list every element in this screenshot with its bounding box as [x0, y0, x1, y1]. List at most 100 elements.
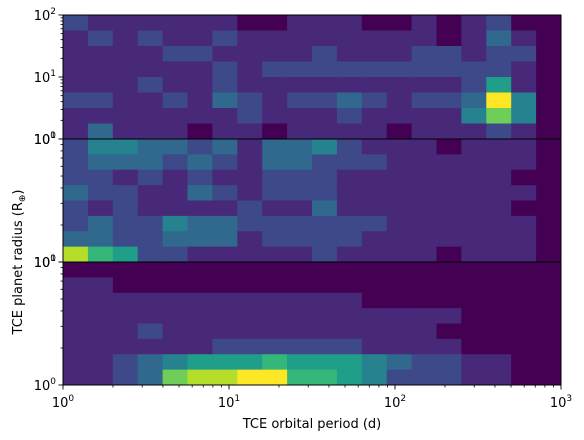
- heatmap-cell: [137, 277, 163, 294]
- heatmap-cell: [137, 169, 163, 186]
- heatmap-cell: [511, 338, 537, 355]
- heatmap-cell: [237, 262, 263, 278]
- heatmap-cell: [486, 323, 512, 340]
- heatmap-cell: [187, 92, 213, 109]
- heatmap-cell: [262, 61, 288, 78]
- heatmap-cell: [162, 108, 188, 124]
- heatmap-cell: [511, 323, 537, 340]
- heatmap-cell: [411, 338, 437, 355]
- heatmap-cell: [87, 323, 114, 340]
- heatmap-cell: [386, 215, 412, 232]
- heatmap-cell: [112, 292, 139, 309]
- heatmap-cell: [486, 354, 512, 371]
- x-tick-label: 103: [550, 394, 572, 411]
- heatmap-cell: [112, 123, 139, 140]
- heatmap-cell: [262, 108, 288, 124]
- heatmap-cell: [262, 92, 288, 109]
- heatmap-cell: [63, 15, 89, 31]
- heatmap-cell: [262, 369, 288, 386]
- heatmap-cell: [87, 262, 114, 278]
- heatmap-cell: [137, 354, 163, 371]
- heatmap-cell: [411, 123, 437, 140]
- panel-frames: [62, 14, 562, 386]
- heatmap-cell: [411, 246, 437, 263]
- heatmap-cell: [87, 30, 114, 47]
- heatmap-cell: [336, 61, 363, 78]
- heatmap-cell: [312, 77, 338, 93]
- heatmap-cell: [212, 277, 238, 294]
- heatmap-cell: [336, 338, 363, 355]
- heatmap-cell: [361, 185, 388, 201]
- heatmap-cell: [336, 139, 363, 155]
- heatmap-cell: [262, 185, 288, 201]
- heatmap-cell: [137, 30, 163, 47]
- heatmap-cell: [287, 15, 313, 31]
- heatmap-cell: [436, 262, 462, 278]
- heatmap-cell: [536, 46, 562, 62]
- heatmap-cell: [461, 139, 487, 155]
- heatmap-cell: [361, 46, 388, 62]
- heatmap-cell: [461, 30, 487, 47]
- heatmap-cell: [187, 139, 213, 155]
- heatmap-cell: [361, 30, 388, 47]
- heatmap-cell: [287, 61, 313, 78]
- heatmap-cell: [63, 231, 89, 248]
- heatmap-cell: [162, 169, 188, 186]
- heatmap-cell: [536, 200, 562, 217]
- heatmap-cell: [212, 323, 238, 340]
- heatmap-cell: [436, 215, 462, 232]
- heatmap-cell: [137, 246, 163, 263]
- heatmap-cell: [536, 246, 562, 263]
- heatmap-cell: [386, 108, 412, 124]
- heatmap-cell: [187, 15, 213, 31]
- heatmap-cell: [461, 262, 487, 278]
- heatmap-cell: [262, 46, 288, 62]
- heatmap-cell: [312, 246, 338, 263]
- heatmap-cell: [63, 338, 89, 355]
- heatmap-cell: [511, 185, 537, 201]
- heatmap-cell: [237, 292, 263, 309]
- heatmap-cell: [436, 323, 462, 340]
- heatmap-cell: [287, 369, 313, 386]
- heatmap-cell: [112, 277, 139, 294]
- heatmap-cell: [411, 108, 437, 124]
- heatmap-cell: [162, 231, 188, 248]
- heatmap-cell: [137, 92, 163, 109]
- y-tick-label: 100: [34, 254, 57, 271]
- heatmap-cell: [386, 308, 412, 324]
- heatmap-cell: [436, 139, 462, 155]
- heatmap-cell: [237, 15, 263, 31]
- heatmap-cell: [536, 185, 562, 201]
- heatmap-cell: [486, 123, 512, 140]
- heatmap-cell: [287, 246, 313, 263]
- heatmap-cell: [361, 323, 388, 340]
- heatmap-cell: [63, 277, 89, 294]
- heatmap-cell: [336, 369, 363, 386]
- heatmap-cell: [63, 215, 89, 232]
- heatmap-cell: [112, 215, 139, 232]
- heatmap-cell: [162, 123, 188, 140]
- heatmap-cell: [87, 61, 114, 78]
- heatmap-cell: [137, 338, 163, 355]
- heatmap-cell: [212, 77, 238, 93]
- heatmap-cell: [162, 369, 188, 386]
- heatmap-cell: [486, 338, 512, 355]
- heatmap-cell: [486, 231, 512, 248]
- heatmap-cell: [336, 154, 363, 171]
- heatmap-cell: [162, 77, 188, 93]
- heatmap-cell: [237, 308, 263, 324]
- heatmap-cell: [87, 338, 114, 355]
- heatmap-cell: [361, 338, 388, 355]
- heatmap-cell: [87, 292, 114, 309]
- heatmap-cell: [212, 154, 238, 171]
- heatmap-cell: [162, 92, 188, 109]
- heatmap-cell: [312, 123, 338, 140]
- heatmap-cell: [212, 61, 238, 78]
- heatmap-cell: [63, 308, 89, 324]
- heatmap-cell: [262, 231, 288, 248]
- heatmap-cell: [386, 92, 412, 109]
- heatmap-cell: [162, 262, 188, 278]
- heatmap-cell: [361, 77, 388, 93]
- y-tick-label: 102: [34, 7, 56, 24]
- heatmap-cell: [511, 354, 537, 371]
